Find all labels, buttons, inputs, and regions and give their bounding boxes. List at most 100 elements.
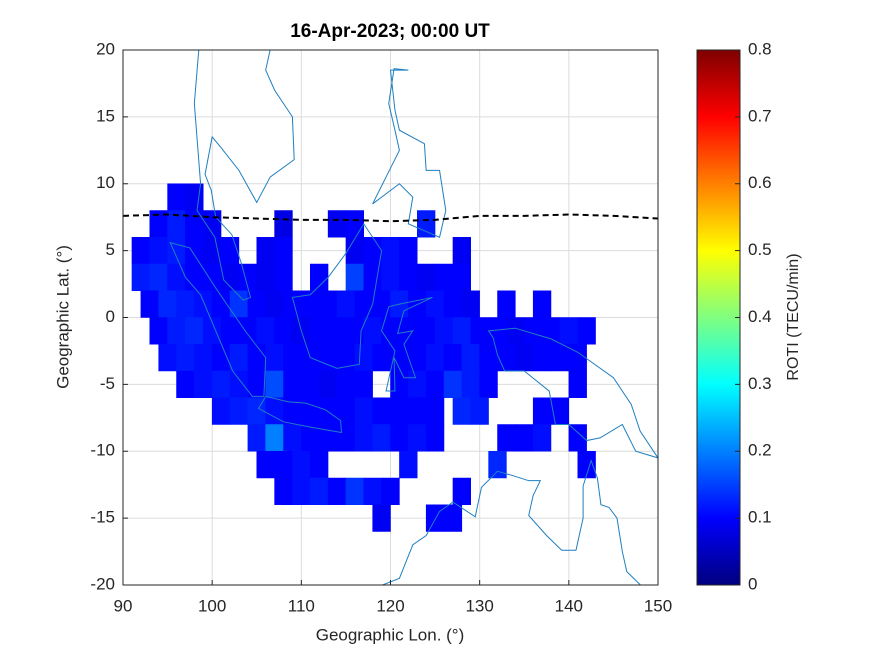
roti-cell (158, 290, 177, 318)
roti-cell (363, 237, 382, 265)
roti-cell (372, 290, 391, 318)
coastline (194, 50, 294, 300)
roti-cell (425, 370, 445, 398)
coastline (292, 224, 381, 368)
y-tick-label: -20 (90, 574, 115, 593)
roti-cell (425, 290, 445, 318)
roti-cell (247, 370, 266, 398)
coastline (333, 461, 658, 612)
y-tick-label: -5 (100, 374, 115, 393)
roti-cell (318, 344, 338, 372)
roti-cell (452, 263, 471, 291)
roti-cell (327, 477, 347, 505)
roti-cell (167, 237, 186, 265)
roti-cell (345, 210, 364, 238)
roti-cell (568, 424, 587, 452)
roti-cell (541, 317, 561, 345)
colorbar-tick-label: 0.6 (748, 173, 772, 192)
roti-cell (532, 290, 552, 318)
roti-cell (274, 237, 293, 265)
roti-cell (443, 290, 463, 318)
roti-cell (345, 263, 364, 291)
roti-cell (310, 477, 329, 505)
roti-cell (550, 397, 570, 425)
x-axis-label: Geographic Lon. (°) (316, 625, 465, 644)
coastlines (170, 50, 658, 612)
roti-cell (443, 370, 463, 398)
coastline (170, 243, 265, 397)
roti-cell (345, 317, 364, 345)
roti-cell (577, 317, 596, 345)
roti-cell (354, 290, 373, 318)
roti-cell (515, 344, 534, 372)
y-tick-label: 0 (106, 307, 115, 326)
roti-cell (336, 424, 356, 452)
roti-cell (185, 317, 204, 345)
roti-cell (470, 397, 489, 425)
roti-cell (318, 424, 338, 452)
roti-cell (345, 477, 364, 505)
roti-cell (167, 317, 186, 345)
roti-cell (265, 344, 284, 372)
roti-cell (488, 451, 507, 479)
roti-cell (381, 237, 400, 265)
x-tick-label: 90 (114, 596, 133, 615)
roti-cell (274, 210, 293, 238)
roti-cell (194, 344, 213, 372)
roti-cell (283, 424, 302, 452)
roti-cell (550, 344, 570, 372)
roti-cell (559, 317, 578, 345)
roti-cell (247, 290, 266, 318)
roti-cell (211, 290, 231, 318)
x-tick-label: 150 (644, 596, 672, 615)
roti-cell (515, 424, 534, 452)
x-tick-label: 100 (198, 596, 226, 615)
axes: 90 100 110 120 130 140 150 -20 -15 -10 -5 0 5 10 15 20 (90, 39, 672, 615)
roti-cell (497, 290, 516, 318)
roti-cell (372, 344, 391, 372)
roti-cell (524, 317, 543, 345)
roti-cell (167, 210, 186, 238)
roti-cell (194, 370, 213, 398)
y-axis-label: Geographic Lat. (°) (53, 245, 72, 389)
roti-cell (310, 263, 329, 291)
roti-cell (140, 290, 159, 318)
roti-cell (220, 317, 240, 345)
roti-cell (274, 263, 293, 291)
roti-cell (149, 263, 168, 291)
roti-cell (443, 504, 463, 532)
roti-cell (408, 370, 427, 398)
colorbar-tick-label: 0.8 (748, 39, 772, 58)
roti-cell (425, 344, 445, 372)
roti-cell (185, 237, 204, 265)
roti-cell (399, 317, 418, 345)
y-tick-label: 10 (96, 173, 115, 192)
roti-cell (283, 344, 302, 372)
roti-cell (345, 237, 364, 265)
roti-cell (203, 237, 222, 265)
roti-cell (238, 317, 257, 345)
x-tick-label: 140 (555, 596, 583, 615)
roti-cell (417, 317, 436, 345)
colorbar-label: ROTI (TECU/min) (785, 253, 802, 380)
roti-cell (452, 237, 471, 265)
colorbar (696, 49, 741, 586)
roti-cell (247, 344, 266, 372)
roti-cell (149, 210, 168, 238)
roti-cell (176, 370, 195, 398)
roti-cell (532, 344, 552, 372)
roti-cell (211, 370, 231, 398)
roti-cell (274, 317, 293, 345)
y-tick-label: 5 (106, 240, 115, 259)
roti-cell (131, 263, 150, 291)
roti-cell (149, 237, 168, 265)
roti-cell (167, 183, 186, 211)
roti-cell (283, 290, 302, 318)
colorbar-tick-label: 0.5 (748, 240, 772, 259)
roti-cell (417, 210, 436, 238)
roti-cell (434, 263, 454, 291)
roti-cell (327, 210, 347, 238)
roti-cell (452, 477, 471, 505)
